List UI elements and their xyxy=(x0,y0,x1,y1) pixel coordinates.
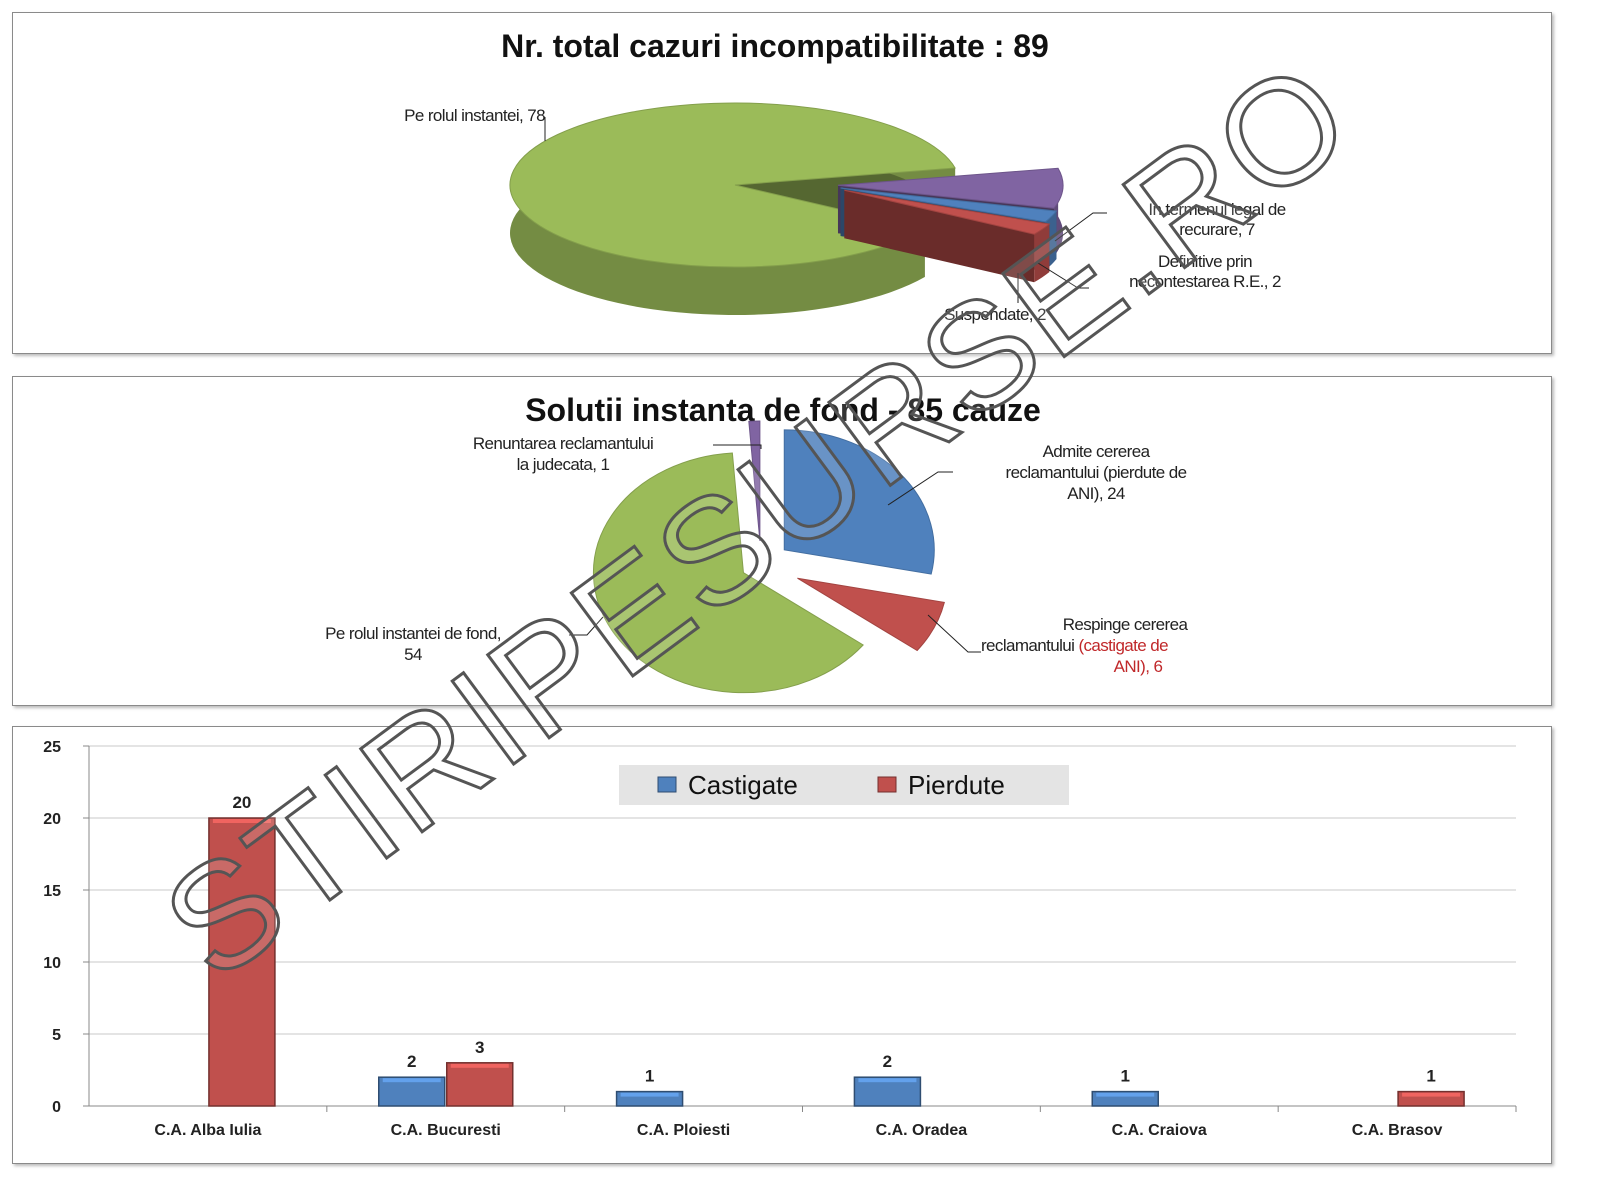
x-tick-label: C.A. Alba Iulia xyxy=(154,1122,261,1139)
slice-top xyxy=(837,167,1064,209)
bar-chart-courts: 0 5 10 15 20 25 C.A. Alba Iulia 20 C.A. Bucurest… xyxy=(43,739,1517,1139)
label-definitive: Definitive prin necontestarea R.E., 2 xyxy=(1129,252,1281,291)
label-line: 54 xyxy=(404,645,422,664)
label-line: Respinge cererea xyxy=(1063,615,1189,634)
y-tick-label: 15 xyxy=(43,883,61,900)
y-tick-label: 25 xyxy=(43,739,61,756)
bar-highlight xyxy=(620,1092,679,1097)
label-admite-cererea: Admite cererea reclamantului (pierdute de… xyxy=(1006,442,1187,503)
x-tick-label: C.A. Bucuresti xyxy=(391,1122,501,1139)
y-tick-label: 10 xyxy=(43,955,61,972)
chart-title: Nr. total cazuri incompatibilitate : 89 xyxy=(501,28,1049,64)
data-label: 1 xyxy=(1426,1067,1435,1086)
legend-label-pierdute: Pierdute xyxy=(908,770,1005,800)
legend-swatch-castigate xyxy=(657,776,677,793)
pie-chart-total-cases-panel: Nr. total cazuri incompatibilitate : 89 … xyxy=(12,12,1552,354)
x-tick-label: C.A. Ploiesti xyxy=(637,1122,730,1139)
legend-label-castigate: Castigate xyxy=(688,770,798,800)
label-line: ANI), 24 xyxy=(1067,484,1125,503)
bar-highlight xyxy=(1096,1092,1155,1097)
label-line: la judecata, 1 xyxy=(517,455,610,474)
slice-top xyxy=(840,187,1058,223)
slice-top xyxy=(748,420,761,542)
data-label: 1 xyxy=(1121,1067,1130,1086)
pie-chart-total-cases: Nr. total cazuri incompatibilitate : 89 … xyxy=(404,28,1286,324)
label-respinge-cererea-line3: ANI), 6 xyxy=(1114,657,1163,676)
label-line: reclamantului xyxy=(981,636,1078,655)
leader-line xyxy=(569,616,604,636)
bar-chart-panel: 0 5 10 15 20 25 C.A. Alba Iulia 20 C.A. Bucurest… xyxy=(12,726,1552,1164)
y-tick-label: 5 xyxy=(52,1027,61,1044)
slice-top xyxy=(797,577,945,652)
pie-slice-renuntarea-reclamantului-la-judecata xyxy=(748,420,761,542)
label-in-termenul-legal: In termenul legal de recurare, 7 xyxy=(1148,200,1285,239)
label-line: recurare, 7 xyxy=(1179,220,1255,239)
label-pe-rolul-instantei-de-fond: Pe rolul instantei de fond, 54 xyxy=(325,624,501,664)
legend-swatch-pierdute xyxy=(877,776,897,793)
data-label: 2 xyxy=(883,1052,892,1071)
label-line: Renuntarea reclamantului xyxy=(473,434,653,453)
label-line: Admite cererea xyxy=(1043,442,1151,461)
pie-chart-solutions: Solutii instanta de fond - 85 cauze Admi… xyxy=(325,392,1189,694)
bar-highlight xyxy=(450,1063,509,1068)
label-line: Suspendate, 2 xyxy=(944,305,1046,324)
x-tick-label: C.A. Oradea xyxy=(876,1122,968,1139)
leader-line xyxy=(1054,212,1107,242)
label-line-red: (castigate de xyxy=(1078,636,1168,655)
label-line: Pe rolul instantei, 78 xyxy=(404,106,545,125)
slice-side xyxy=(844,190,1035,283)
label-line: Pe rolul instantei de fond, xyxy=(325,624,501,643)
label-pe-rolul-instantei: Pe rolul instantei, 78 xyxy=(404,106,545,125)
leader-line xyxy=(887,471,953,506)
pie-slice-respinge-cererea-reclamantului-castigate-de-ani- xyxy=(797,577,945,652)
legend-box xyxy=(619,765,1069,805)
data-label: 2 xyxy=(407,1052,416,1071)
x-tick-label: C.A. Craiova xyxy=(1112,1122,1207,1139)
bar-highlight xyxy=(382,1078,441,1083)
slice-top xyxy=(783,429,935,575)
bar-pierdute xyxy=(446,1062,514,1107)
slice-top xyxy=(592,452,864,694)
data-label: 1 xyxy=(645,1067,654,1086)
label-respinge-cererea: Respinge cererea xyxy=(1063,615,1189,634)
bar-highlight xyxy=(858,1078,917,1083)
y-tick-label: 20 xyxy=(43,811,61,828)
leader-line xyxy=(927,614,981,653)
label-suspendate: Suspendate, 2 xyxy=(944,305,1046,324)
label-line: Definitive prin xyxy=(1158,252,1252,271)
data-label: 20 xyxy=(232,793,251,812)
pie-chart-solutions-panel: Solutii instanta de fond - 85 cauze Admi… xyxy=(12,376,1552,706)
label-renuntarea: Renuntarea reclamantului la judecata, 1 xyxy=(473,434,653,474)
pie-slice-admite-cererea-reclamantului-pierdute-de-ani- xyxy=(783,429,935,575)
leader-line xyxy=(1037,262,1089,289)
x-tick-label: C.A. Brasov xyxy=(1352,1122,1443,1139)
pie-slice-pe-rolul-instantei-de-fond xyxy=(592,452,864,694)
data-label: 3 xyxy=(475,1038,484,1057)
label-line: reclamantului (pierdute de xyxy=(1006,463,1187,482)
chart-title: Solutii instanta de fond - 85 cauze xyxy=(525,392,1041,428)
slice-top xyxy=(844,189,1051,235)
label-line: necontestarea R.E., 2 xyxy=(1129,272,1281,291)
bar-pierdute xyxy=(208,817,276,1107)
leader-line xyxy=(713,444,762,449)
bar-highlight xyxy=(1402,1092,1461,1097)
y-tick-label: 0 xyxy=(52,1099,61,1116)
label-respinge-cererea-line2: reclamantului (castigate de xyxy=(981,636,1168,655)
bar-highlight xyxy=(212,819,271,823)
label-line: In termenul legal de xyxy=(1148,200,1285,219)
